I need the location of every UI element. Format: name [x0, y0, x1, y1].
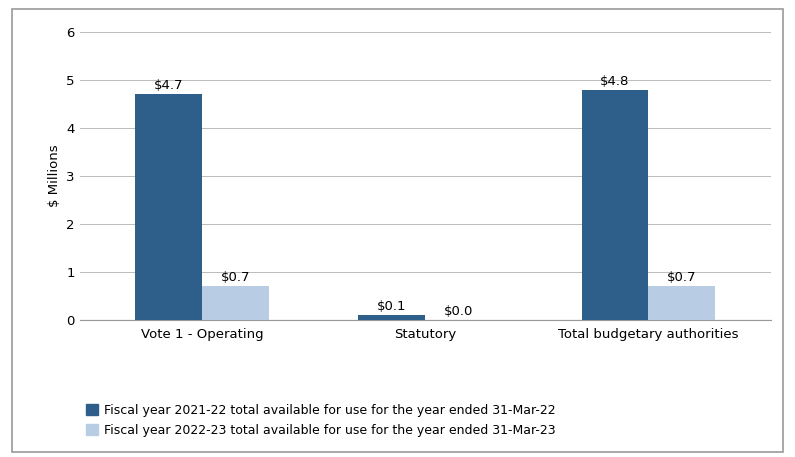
Text: $4.7: $4.7 — [154, 80, 184, 92]
Text: $0.1: $0.1 — [377, 300, 406, 313]
Text: $4.8: $4.8 — [600, 74, 630, 88]
Legend: Fiscal year 2021-22 total available for use for the year ended 31-Mar-22, Fiscal: Fiscal year 2021-22 total available for … — [86, 404, 556, 437]
Y-axis label: $ Millions: $ Millions — [48, 144, 60, 207]
Text: $0.7: $0.7 — [221, 271, 250, 284]
Text: $0.0: $0.0 — [444, 305, 474, 318]
Bar — [135, 95, 202, 320]
Text: $0.7: $0.7 — [667, 271, 696, 284]
Bar — [202, 286, 270, 320]
Bar — [649, 286, 716, 320]
Bar — [581, 90, 649, 320]
Bar — [359, 315, 425, 320]
